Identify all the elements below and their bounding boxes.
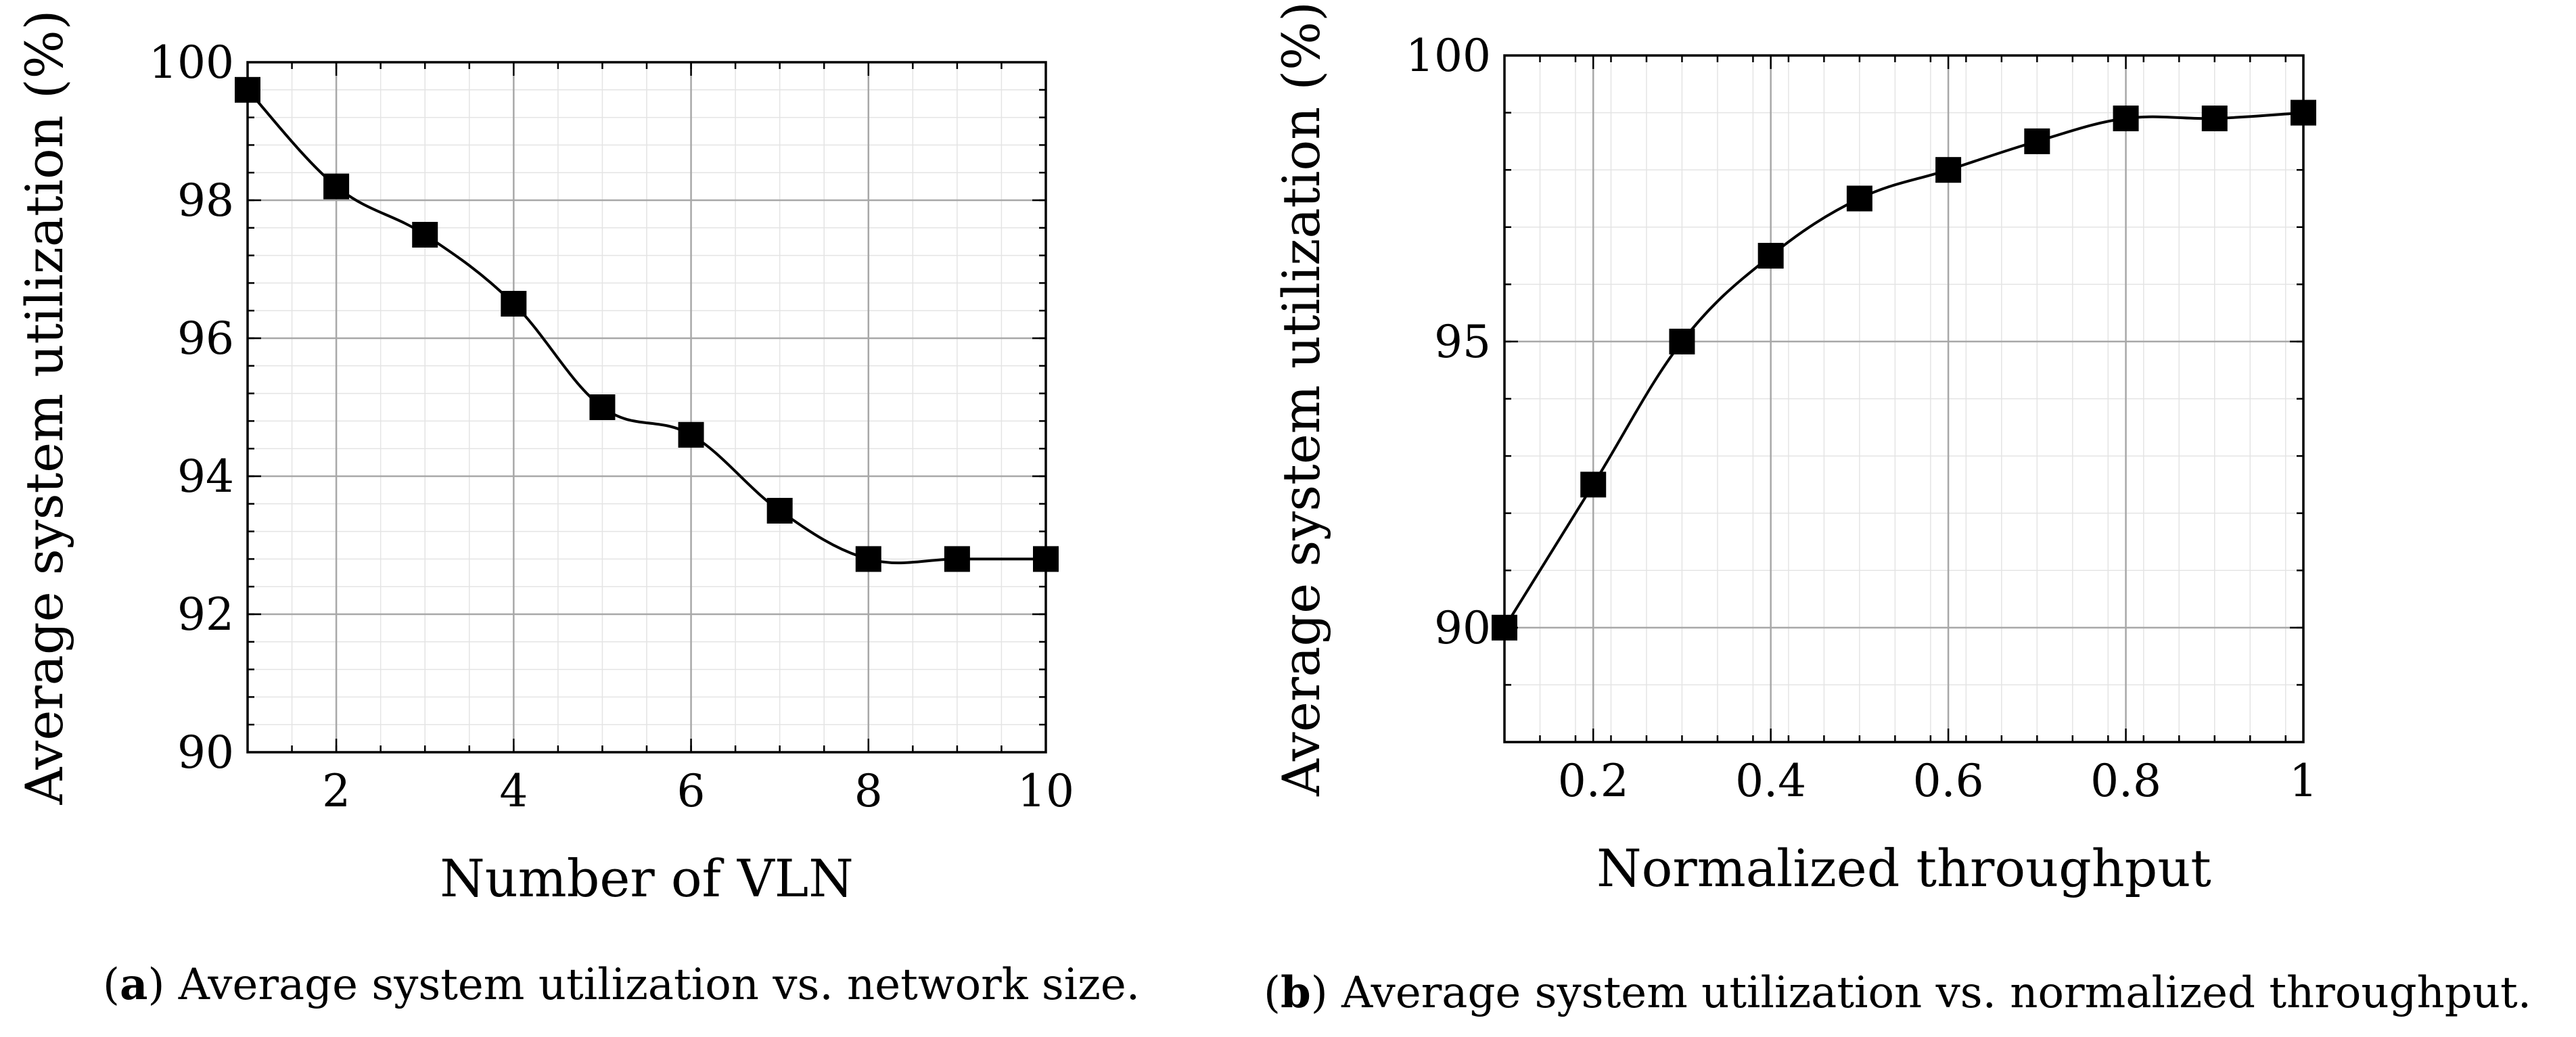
y-tick-label: 90 (1434, 602, 1491, 654)
data-point-marker (2024, 128, 2050, 154)
data-point-marker (412, 222, 438, 248)
x-tick-label: 0.2 (1558, 755, 1629, 807)
minor-grid (247, 62, 1046, 753)
data-point-marker (2113, 106, 2139, 132)
series-line (1503, 111, 2304, 628)
y-tick-label: 95 (1434, 316, 1491, 368)
data-point-marker (2201, 106, 2228, 132)
chart-a: 90 92 94 96 98 100 2 4 6 8 10 Number of VLN Average … (14, 10, 1074, 908)
data-point-marker (855, 546, 881, 572)
data-point-marker (1669, 328, 1695, 354)
x-tick-label: 1 (2289, 755, 2318, 807)
x-tick-label: 0.6 (1913, 755, 1984, 807)
data-point-marker (1935, 157, 1962, 183)
x-tick-label: 0.8 (2090, 755, 2161, 807)
data-point-marker (589, 394, 616, 420)
x-axis-title: Normalized throughput (1596, 838, 2211, 898)
caption-a-text: Average system utilization vs. network s… (178, 960, 1141, 1010)
data-point-marker (678, 421, 704, 448)
y-tick-label: 92 (177, 589, 234, 641)
y-tick-label: 98 (177, 175, 234, 227)
series-line (246, 89, 1046, 565)
plot-frame (246, 61, 1047, 754)
y-tick-label: 90 (177, 727, 234, 779)
data-point-marker (944, 546, 970, 572)
y-axis-title: Average system utilization (%) (1271, 1, 1331, 797)
x-tick-label: 2 (322, 765, 350, 817)
data-point-marker (323, 173, 350, 200)
x-axis-title: Number of VLN (440, 848, 854, 908)
data-point-marker (1580, 471, 1607, 498)
data-point-marker (1846, 185, 1872, 212)
x-tick-label: 6 (677, 765, 706, 817)
y-axis-title: Average system utilization (%) (14, 10, 74, 806)
data-point-marker (766, 498, 793, 524)
caption-b-text: Average system utilization vs. normalize… (1341, 968, 2532, 1018)
plot-frame (1503, 54, 2305, 743)
data-point-marker (235, 76, 260, 103)
minor-grid (1504, 55, 2303, 743)
y-tick-label: 100 (1406, 30, 1491, 82)
caption-b-tag: b (1280, 967, 1311, 1018)
y-tick-label: 96 (177, 313, 234, 365)
y-tick-label: 94 (177, 451, 234, 503)
data-point-marker (2291, 99, 2316, 126)
data-point-marker (1033, 546, 1059, 572)
data-point-marker (501, 291, 527, 317)
caption-a: (a) Average system utilization vs. netwo… (103, 959, 1141, 1010)
x-tick-label: 10 (1017, 765, 1074, 817)
caption-b: (b) Average system utilization vs. norma… (1264, 967, 2532, 1018)
x-tick-label: 4 (499, 765, 528, 817)
y-tick-label: 100 (149, 37, 234, 89)
data-point-marker (1492, 614, 1517, 641)
chart-b: 90 95 100 0.2 0.4 0.6 0.8 1 Normalized throughpu… (1271, 1, 2318, 898)
data-point-marker (1757, 243, 1784, 269)
x-tick-label: 8 (854, 765, 883, 817)
caption-a-tag: a (119, 959, 148, 1010)
x-tick-label: 0.4 (1735, 755, 1806, 807)
